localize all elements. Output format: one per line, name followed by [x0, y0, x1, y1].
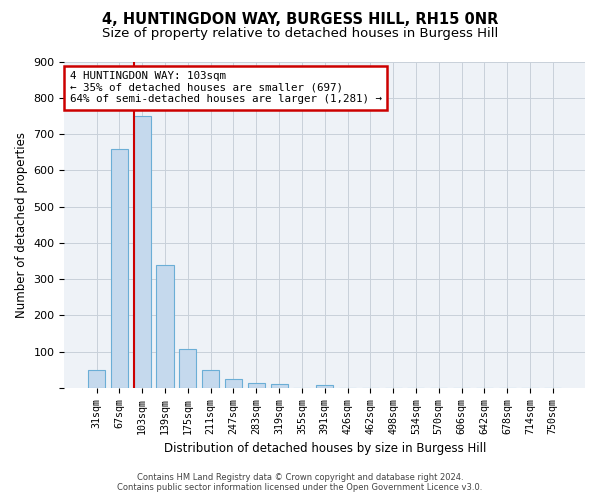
Text: Size of property relative to detached houses in Burgess Hill: Size of property relative to detached ho… — [102, 28, 498, 40]
X-axis label: Distribution of detached houses by size in Burgess Hill: Distribution of detached houses by size … — [164, 442, 486, 455]
Text: 4, HUNTINGDON WAY, BURGESS HILL, RH15 0NR: 4, HUNTINGDON WAY, BURGESS HILL, RH15 0N… — [102, 12, 498, 28]
Bar — [157, 264, 173, 388]
Bar — [179, 349, 196, 388]
Text: 4 HUNTINGDON WAY: 103sqm
← 35% of detached houses are smaller (697)
64% of semi-: 4 HUNTINGDON WAY: 103sqm ← 35% of detach… — [70, 72, 382, 104]
Bar — [248, 382, 265, 388]
Y-axis label: Number of detached properties: Number of detached properties — [15, 132, 28, 318]
Bar — [271, 384, 287, 388]
Bar — [111, 148, 128, 388]
Bar — [316, 385, 333, 388]
Bar — [225, 379, 242, 388]
Bar — [134, 116, 151, 388]
Bar — [202, 370, 219, 388]
Text: Contains HM Land Registry data © Crown copyright and database right 2024.
Contai: Contains HM Land Registry data © Crown c… — [118, 473, 482, 492]
Bar — [88, 370, 105, 388]
